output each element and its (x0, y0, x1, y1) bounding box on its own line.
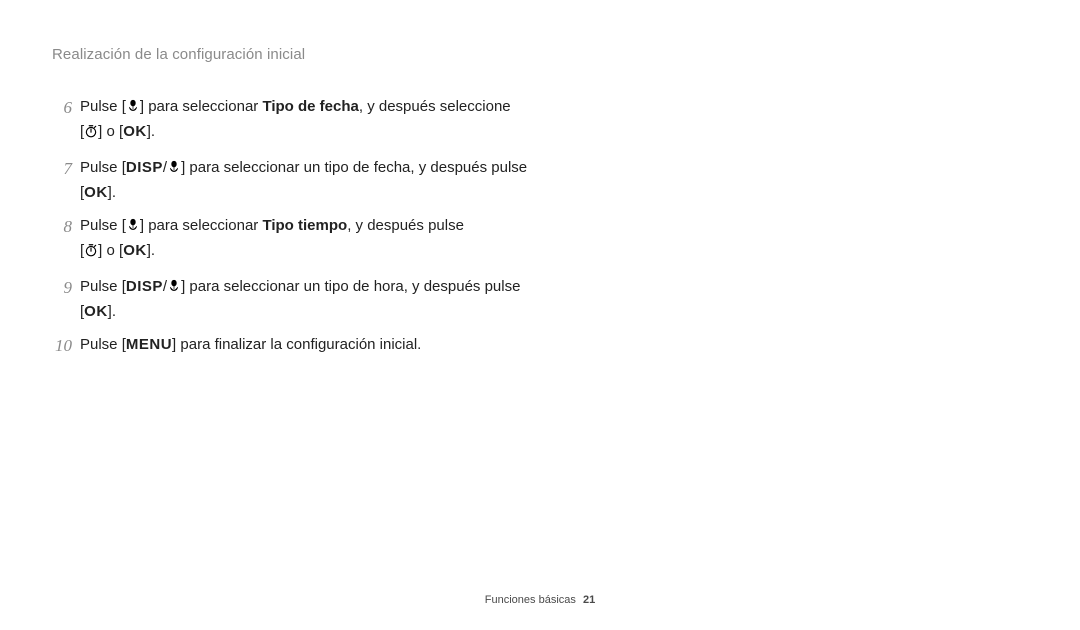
step-7: 7 Pulse [DISP/] para seleccionar un tipo… (52, 156, 672, 205)
flower-icon (167, 158, 181, 181)
text: ] (181, 278, 185, 295)
step-number: 7 (52, 156, 80, 205)
ok-label: OK (123, 242, 147, 259)
step-9: 9 Pulse [DISP/] para seleccionar un tipo… (52, 275, 672, 324)
disp-label: DISP (126, 278, 163, 295)
text: para seleccionar un tipo de hora, y desp… (189, 278, 520, 295)
text: Pulse (80, 98, 118, 115)
text: Pulse (80, 278, 118, 295)
timer-icon (84, 122, 98, 145)
text: ] (98, 123, 102, 140)
footer-page-number: 21 (583, 594, 595, 606)
step-body: Pulse [DISP/] para seleccionar un tipo d… (80, 156, 672, 205)
text: para finalizar la configuración inicial. (180, 336, 421, 353)
step-10: 10 Pulse [MENU] para finalizar la config… (52, 333, 672, 359)
ok-label: OK (84, 184, 108, 201)
step-body: Pulse [MENU] para finalizar la configura… (80, 333, 672, 359)
bold-text: Tipo tiempo (262, 217, 347, 234)
step-body: Pulse [] para seleccionar Tipo tiempo, y… (80, 214, 672, 265)
text: o (107, 123, 115, 140)
step-number: 6 (52, 95, 80, 146)
step-8: 8 Pulse [] para seleccionar Tipo tiempo,… (52, 214, 672, 265)
menu-label: MENU (126, 336, 172, 353)
flower-icon (126, 97, 140, 120)
text: ] (140, 217, 144, 234)
text: Pulse (80, 159, 118, 176)
ok-label: OK (123, 123, 147, 140)
text: Pulse (80, 336, 118, 353)
text: ] (98, 242, 102, 259)
step-number: 10 (52, 333, 80, 359)
text: ] (172, 336, 176, 353)
steps-list: 6 Pulse [] para seleccionar Tipo de fech… (52, 95, 672, 359)
step-number: 9 (52, 275, 80, 324)
step-6: 6 Pulse [] para seleccionar Tipo de fech… (52, 95, 672, 146)
text: . (112, 184, 116, 201)
text: ] (181, 159, 185, 176)
page-footer: Funciones básicas 21 (0, 594, 1080, 606)
disp-label: DISP (126, 159, 163, 176)
text: para seleccionar (148, 217, 258, 234)
page-header-title: Realización de la configuración inicial (52, 46, 1080, 63)
text: . (151, 123, 155, 140)
text: . (112, 303, 116, 320)
flower-icon (167, 277, 181, 300)
step-body: Pulse [DISP/] para seleccionar un tipo d… (80, 275, 672, 324)
ok-label: OK (84, 303, 108, 320)
text: ] (140, 98, 144, 115)
text: o (107, 242, 115, 259)
step-number: 8 (52, 214, 80, 265)
flower-icon (126, 216, 140, 239)
text: . (151, 242, 155, 259)
step-body: Pulse [] para seleccionar Tipo de fecha,… (80, 95, 672, 146)
footer-section: Funciones básicas (485, 594, 576, 606)
text: para seleccionar un tipo de fecha, y des… (189, 159, 527, 176)
bold-text: Tipo de fecha (262, 98, 358, 115)
timer-icon (84, 241, 98, 264)
text: para seleccionar (148, 98, 258, 115)
page: Realización de la configuración inicial … (0, 0, 1080, 630)
text: , y después pulse (347, 217, 464, 234)
text: , y después seleccione (359, 98, 511, 115)
text: Pulse (80, 217, 118, 234)
